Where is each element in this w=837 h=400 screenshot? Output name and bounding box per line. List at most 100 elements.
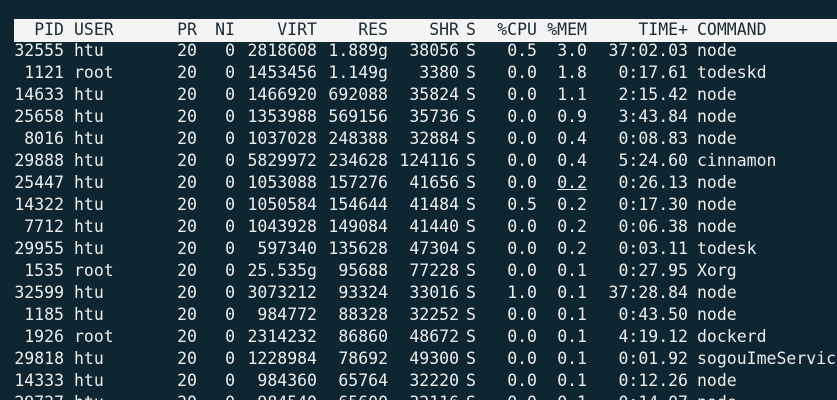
column-header: COMMAND <box>697 20 767 39</box>
process-cell: 135628 <box>328 239 388 258</box>
column-header: RES <box>358 20 388 39</box>
process-cell: node <box>697 85 737 104</box>
process-cell: 7712 <box>24 217 64 236</box>
process-cell: cinnamon <box>697 151 777 170</box>
process-cell: 2818608 <box>247 41 317 60</box>
process-cell: 984540 <box>257 392 317 400</box>
process-cell: 32555 <box>14 41 64 60</box>
process-cell: 37:02.03 <box>608 41 688 60</box>
process-cell: 3.0 <box>557 41 587 60</box>
process-cell: 29888 <box>14 151 64 170</box>
process-cell: 88328 <box>338 305 388 324</box>
process-cell: 20 <box>177 85 197 104</box>
process-cell: 0.1 <box>557 392 587 400</box>
process-cell: node <box>697 305 737 324</box>
process-cell: 32252 <box>409 305 459 324</box>
process-cell: 1.149g <box>328 63 388 82</box>
process-cell: todesk <box>697 239 757 258</box>
process-cell: 0 <box>225 41 235 60</box>
process-cell: 3073212 <box>247 283 317 302</box>
process-cell: 0.1 <box>557 371 587 390</box>
process-cell: htu <box>74 107 104 126</box>
process-cell: 29727 <box>14 392 64 400</box>
process-cell: 1453456 <box>247 63 317 82</box>
process-cell: root <box>74 327 114 346</box>
process-cell: 93324 <box>338 283 388 302</box>
process-cell: S <box>466 283 476 302</box>
process-cell: 0 <box>225 349 235 368</box>
process-cell: htu <box>74 371 104 390</box>
process-cell: 0 <box>225 195 235 214</box>
process-cell: 0.2 <box>557 217 587 236</box>
process-cell: S <box>466 349 476 368</box>
process-cell: 20 <box>177 261 197 280</box>
process-cell: htu <box>74 151 104 170</box>
process-cell: 86860 <box>338 327 388 346</box>
process-cell: 20 <box>177 239 197 258</box>
process-cell: S <box>466 217 476 236</box>
process-cell: 1185 <box>24 305 64 324</box>
process-cell: 1043928 <box>247 217 317 236</box>
process-cell: 0 <box>225 261 235 280</box>
process-cell: 1053088 <box>247 173 317 192</box>
process-cell: 0 <box>225 151 235 170</box>
process-cell: 0:26.13 <box>618 173 688 192</box>
process-cell: 124116 <box>399 151 459 170</box>
process-cell: 32884 <box>409 129 459 148</box>
process-cell: 0 <box>225 217 235 236</box>
process-cell: 0.0 <box>507 261 537 280</box>
process-cell: 0.0 <box>507 217 537 236</box>
process-cell: 20 <box>177 392 197 400</box>
process-cell: 0.0 <box>507 392 537 400</box>
process-cell: 1121 <box>24 63 64 82</box>
process-cell: 32116 <box>409 392 459 400</box>
process-cell: 3380 <box>419 63 459 82</box>
process-cell: 0 <box>225 392 235 400</box>
process-cell: 692088 <box>328 85 388 104</box>
process-cell: 0.0 <box>507 349 537 368</box>
process-cell: node <box>697 173 737 192</box>
process-cell: S <box>466 239 476 258</box>
process-cell: S <box>466 41 476 60</box>
process-cell: 1.0 <box>507 283 537 302</box>
process-cell: 0.2 <box>557 239 587 258</box>
process-cell: 0 <box>225 129 235 148</box>
process-cell: 14322 <box>14 195 64 214</box>
process-cell: 569156 <box>328 107 388 126</box>
process-cell: 0:17.61 <box>618 63 688 82</box>
column-header: USER <box>74 20 114 39</box>
header-bar <box>14 19 837 42</box>
process-cell: 0:17.30 <box>618 195 688 214</box>
process-cell: 32599 <box>14 283 64 302</box>
process-cell: 0.0 <box>507 151 537 170</box>
process-cell: 20 <box>177 371 197 390</box>
process-cell: 0:03.11 <box>618 239 688 258</box>
process-cell: S <box>466 173 476 192</box>
process-cell: htu <box>74 41 104 60</box>
process-cell: node <box>697 195 737 214</box>
process-cell: S <box>466 371 476 390</box>
process-cell: 25658 <box>14 107 64 126</box>
process-cell: 157276 <box>328 173 388 192</box>
process-cell: 5:24.60 <box>618 151 688 170</box>
process-cell: 0.1 <box>557 261 587 280</box>
process-cell: 48672 <box>409 327 459 346</box>
process-cell: 0 <box>225 327 235 346</box>
process-cell: 49300 <box>409 349 459 368</box>
process-cell: 1.8 <box>557 63 587 82</box>
process-cell: 65764 <box>338 371 388 390</box>
process-cell: 0 <box>225 63 235 82</box>
process-cell: node <box>697 129 737 148</box>
process-cell: sogouImeServic <box>697 349 837 368</box>
process-cell: S <box>466 151 476 170</box>
process-cell: 149084 <box>328 217 388 236</box>
process-cell: 0 <box>225 371 235 390</box>
process-cell: 0:12.26 <box>618 371 688 390</box>
process-cell: 3:43.84 <box>618 107 688 126</box>
process-cell: 0 <box>225 283 235 302</box>
process-cell: 0:27.95 <box>618 261 688 280</box>
process-cell: 1.889g <box>328 41 388 60</box>
process-cell: 8016 <box>24 129 64 148</box>
process-cell: 20 <box>177 327 197 346</box>
process-cell: 0.0 <box>507 63 537 82</box>
